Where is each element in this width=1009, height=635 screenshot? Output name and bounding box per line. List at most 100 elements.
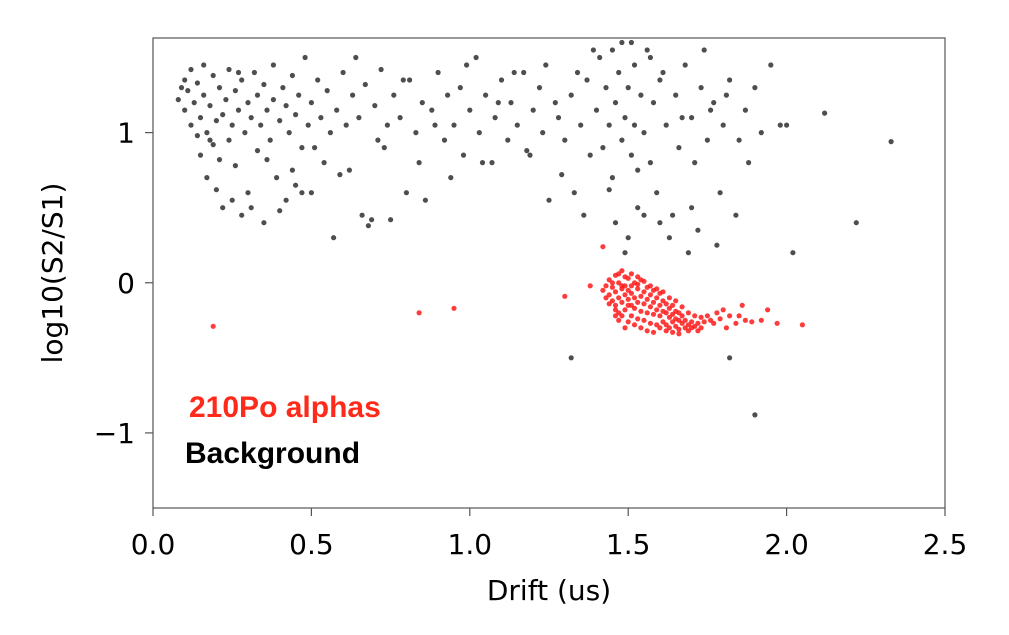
background-point: [790, 250, 796, 256]
background-point: [213, 187, 219, 193]
background-point: [673, 92, 679, 98]
po210-point: [606, 301, 612, 307]
y-axis: −1 0 1: [94, 117, 153, 450]
background-point: [283, 197, 289, 203]
po210-point: [676, 331, 682, 337]
y-tick-label: −1: [94, 417, 135, 450]
background-point: [514, 122, 520, 128]
x-tick-label: 0.0: [131, 528, 176, 561]
x-tick-label: 2.0: [764, 528, 809, 561]
po210-point: [638, 325, 644, 331]
y-axis-label: log10(S2/S1): [36, 183, 69, 364]
background-point: [194, 80, 200, 86]
po210-point: [749, 319, 755, 325]
background-point: [302, 54, 308, 61]
background-point: [343, 122, 349, 128]
background-point: [578, 122, 584, 128]
background-point: [264, 157, 270, 163]
po210-point: [742, 317, 749, 323]
po210-point: [625, 296, 631, 302]
background-point: [191, 100, 197, 106]
background-point: [235, 107, 242, 113]
background-point: [467, 107, 473, 113]
background-point: [289, 72, 295, 79]
background-point: [663, 122, 669, 128]
background-point: [245, 190, 251, 196]
background-point: [296, 92, 302, 98]
background-point: [464, 62, 470, 68]
background-point: [622, 115, 628, 121]
background-point: [254, 92, 261, 98]
background-point: [419, 100, 425, 106]
background-point: [768, 62, 774, 68]
background-point: [628, 152, 635, 158]
background-point: [413, 130, 419, 136]
background-point: [888, 139, 894, 145]
background-point: [657, 77, 663, 83]
po210-point: [720, 307, 726, 313]
background-point: [777, 122, 783, 128]
background-point: [631, 122, 638, 128]
po210-point: [619, 299, 625, 305]
background-point: [562, 137, 568, 143]
po210-point: [739, 302, 745, 308]
background-point: [216, 157, 223, 163]
background-point: [375, 137, 381, 143]
background-point: [226, 137, 232, 143]
background-point: [587, 152, 593, 158]
background-point: [216, 85, 223, 91]
po210-point: [635, 316, 641, 322]
background-point: [220, 112, 226, 118]
background-point: [581, 212, 587, 218]
background-point: [308, 100, 314, 106]
po210-point: [562, 293, 568, 299]
background-point: [635, 167, 641, 173]
po210-point: [619, 283, 625, 289]
background-point: [197, 115, 204, 121]
background-point: [270, 97, 276, 103]
background-point: [543, 62, 549, 68]
po210-point: [641, 317, 647, 323]
po210-point: [451, 305, 457, 311]
po210-point: [622, 307, 628, 313]
po210-point: [727, 313, 733, 319]
background-point: [619, 39, 625, 46]
background-point: [226, 66, 232, 73]
background-point: [530, 107, 536, 113]
po210-point: [631, 322, 638, 328]
background-point: [175, 97, 181, 103]
po210-point: [612, 289, 619, 295]
background-point: [692, 160, 698, 166]
po210-point: [606, 292, 612, 298]
x-tick-label: 2.5: [923, 528, 968, 561]
background-point: [698, 85, 704, 91]
background-point: [188, 122, 194, 128]
background-point: [685, 250, 692, 256]
po210-point: [635, 286, 641, 292]
po210-point: [600, 287, 606, 293]
po210-point: [647, 292, 654, 298]
background-point: [299, 190, 305, 196]
po210-point: [758, 317, 764, 323]
background-point: [277, 208, 283, 214]
background-point: [559, 172, 565, 178]
po210-point: [619, 313, 625, 319]
background-point: [593, 107, 600, 113]
background-point: [239, 77, 245, 83]
background-point: [223, 97, 229, 103]
background-point: [331, 235, 337, 241]
background-point: [362, 81, 368, 88]
po210-point: [676, 326, 682, 332]
po210-point: [609, 284, 616, 290]
background-point: [248, 115, 254, 121]
background-point: [746, 160, 752, 166]
background-point: [229, 197, 235, 203]
background-point: [660, 69, 666, 76]
po210-point: [644, 310, 650, 316]
po210-point: [714, 310, 720, 316]
po210-point: [673, 298, 679, 304]
po210-point: [682, 317, 688, 323]
background-point: [232, 88, 238, 94]
po210-point: [641, 289, 647, 295]
background-point: [723, 92, 730, 98]
